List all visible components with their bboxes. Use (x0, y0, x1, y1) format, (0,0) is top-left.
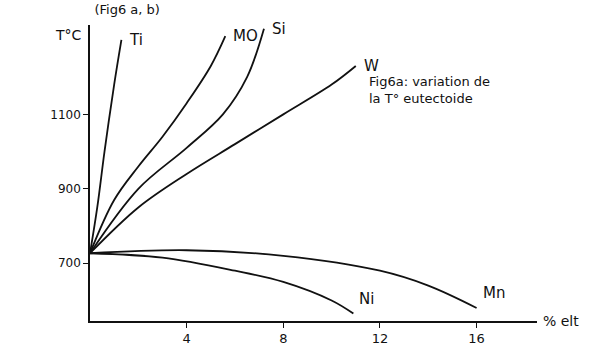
svg-text:MO: MO (233, 27, 258, 45)
svg-text:Si: Si (272, 20, 286, 38)
svg-text:% elt: % elt (543, 313, 579, 329)
svg-text:16: 16 (468, 331, 485, 346)
svg-text:W: W (364, 57, 379, 75)
svg-text:(Fig6 a, b): (Fig6 a, b) (94, 2, 159, 17)
svg-text:12: 12 (372, 331, 389, 346)
svg-text:T°C: T°C (55, 27, 82, 43)
svg-text:Mn: Mn (483, 284, 505, 302)
svg-text:1100: 1100 (50, 108, 81, 122)
svg-text:700: 700 (58, 256, 81, 270)
svg-text:Ti: Ti (129, 31, 143, 49)
svg-text:Fig6a: variation dela T° eutec: Fig6a: variation dela T° eutectoide (369, 74, 490, 106)
svg-text:Ni: Ni (359, 290, 374, 308)
svg-text:4: 4 (183, 331, 191, 346)
svg-text:900: 900 (58, 182, 81, 196)
svg-text:8: 8 (279, 331, 287, 346)
